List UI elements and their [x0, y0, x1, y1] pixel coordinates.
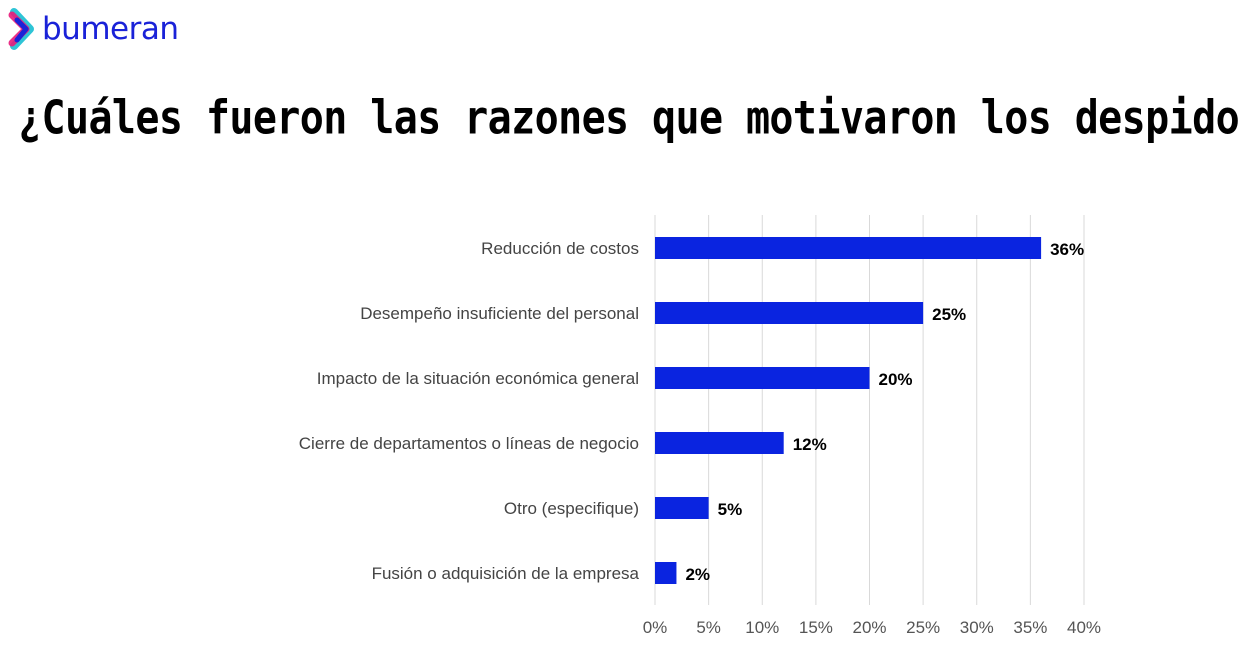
category-label: Desempeño insuficiente del personal [360, 304, 639, 323]
page-title: ¿Cuáles fueron las razones que motivaron… [18, 92, 1241, 145]
bar [655, 302, 924, 324]
x-tick-label: 25% [906, 618, 940, 637]
x-tick-label: 5% [696, 618, 721, 637]
data-label: 36% [1050, 240, 1084, 259]
category-label: Fusión o adquisición de la empresa [372, 564, 640, 583]
data-label: 5% [718, 500, 743, 519]
x-tick-label: 40% [1067, 618, 1101, 637]
x-tick-label: 10% [745, 618, 779, 637]
category-label: Reducción de costos [481, 239, 639, 258]
data-label: 2% [685, 565, 710, 584]
bumeran-logo: bumeran [8, 8, 179, 50]
data-label: 12% [793, 435, 827, 454]
x-tick-label: 15% [799, 618, 833, 637]
data-label: 20% [879, 370, 913, 389]
category-label: Cierre de departamentos o líneas de nego… [299, 434, 639, 453]
x-tick-label: 35% [1013, 618, 1047, 637]
bar [655, 497, 709, 519]
bar [655, 562, 677, 584]
bumeran-chevron-icon [8, 8, 34, 50]
category-label: Impacto de la situación económica genera… [317, 369, 639, 388]
x-tick-label: 20% [852, 618, 886, 637]
x-tick-label: 0% [643, 618, 668, 637]
bar [655, 367, 870, 389]
data-label: 25% [932, 305, 966, 324]
category-label: Otro (especifique) [504, 499, 639, 518]
brand-name: bumeran [42, 10, 179, 47]
bar [655, 237, 1042, 259]
x-tick-label: 30% [960, 618, 994, 637]
bar [655, 432, 784, 454]
